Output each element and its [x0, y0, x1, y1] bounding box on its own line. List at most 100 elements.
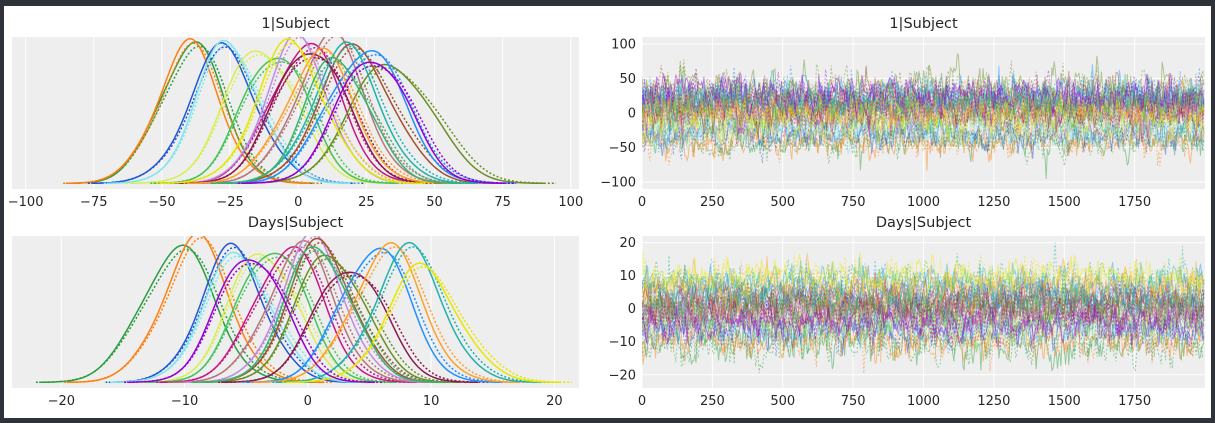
y-tick-label: 0: [628, 302, 636, 317]
kde-curve-subject-14-chain-2: [183, 51, 461, 185]
panel-title: 1|Subject: [889, 16, 958, 32]
kde-panel-intercept: −100 −75 −50 −25 0 25 50 75 100 1|Subject: [8, 16, 583, 210]
x-tick-label: 500: [770, 195, 795, 210]
trace-line-subject-12-chain-1: [642, 88, 1205, 137]
panel-background: [12, 37, 579, 189]
y-tick-label: −50: [609, 141, 636, 156]
x-tick-label: 1750: [1118, 195, 1151, 210]
trace-line-subject-1-chain-1: [642, 318, 1205, 373]
trace-line-subject-11-chain-1: [642, 53, 1205, 129]
trace-line-subject-15-chain-1: [642, 256, 1205, 307]
kde-curve-subject-4-chain-2: [103, 43, 361, 185]
x-tick-label: 100: [558, 195, 583, 210]
kde-curve-subject-12-chain-2: [217, 274, 489, 384]
panel-title: Days|Subject: [876, 215, 972, 231]
trace-line-subject-15-chain-1: [642, 69, 1204, 132]
trace-line-subject-1-chain-2: [642, 315, 1205, 374]
x-tick-label: 1500: [1048, 394, 1081, 409]
trace-line-subject-3-chain-1: [642, 302, 1205, 356]
kde-curve-subject-16-chain-2: [156, 42, 434, 185]
trace-line-subject-16-chain-2: [642, 252, 1205, 311]
trace-line-subject-14-chain-2: [642, 80, 1205, 136]
y-tick-label: −20: [609, 368, 636, 383]
trace-line-subject-16-chain-2: [642, 89, 1205, 141]
kde-curve-subject-13-chain-1: [245, 247, 503, 384]
trace-line-subject-10-chain-1: [642, 279, 1205, 337]
trace-panel-intercept: 0 250 500 750 1000 1250 1500 1750−100−50050100 …: [600, 16, 1205, 210]
trace-line-subject-8-chain-1: [642, 77, 1205, 134]
y-tick-label: 20: [619, 236, 636, 251]
trace-line-subject-15-chain-2: [642, 242, 1205, 308]
kde-curve-subject-8-chain-2: [168, 244, 439, 384]
x-tick-label: 0: [638, 394, 646, 409]
trace-line-subject-6-chain-1: [642, 93, 1205, 140]
x-tick-label: 0: [304, 394, 312, 409]
x-tick-label: −20: [48, 394, 75, 409]
x-tick-label: −50: [148, 195, 175, 210]
kde-curve-subject-15-chain-2: [272, 246, 553, 384]
trace-line-subject-4-chain-1: [642, 299, 1205, 353]
kde-curve-subject-12-chain-1: [178, 53, 443, 185]
trace-line-subject-11-chain-2: [642, 276, 1205, 329]
x-tick-label: 1250: [977, 394, 1010, 409]
trace-line-subject-4-chain-1: [642, 108, 1205, 156]
trace-line-subject-15-chain-2: [642, 75, 1205, 127]
trace-line-subject-5-chain-1: [642, 92, 1205, 150]
trace-line-subject-8-chain-1: [642, 284, 1205, 339]
trace-line-subject-16-chain-1: [642, 252, 1205, 308]
kde-curve-subject-18-chain-2: [237, 65, 516, 185]
trace-line-subject-9-chain-2: [642, 281, 1205, 328]
trace-line-subject-10-chain-2: [642, 279, 1205, 333]
y-tick-label: 10: [619, 269, 636, 284]
kde-curve-subject-13-chain-2: [219, 53, 519, 185]
kde-curve-subject-2-chain-2: [63, 42, 320, 185]
x-tick-label: −25: [216, 195, 243, 210]
x-tick-label: 500: [770, 394, 795, 409]
trace-line-subject-17-chain-2: [642, 275, 1205, 336]
trace-line-subject-18-chain-1: [642, 301, 1205, 346]
kde-curve-subject-17-chain-2: [212, 60, 470, 185]
trace-line-subject-6-chain-2: [642, 292, 1205, 345]
trace-line-subject-14-chain-2: [642, 258, 1205, 315]
trace-line-subject-11-chain-1: [642, 278, 1205, 335]
kde-curve-subject-10-chain-1: [214, 43, 499, 185]
x-tick-label: 50: [426, 195, 443, 210]
kde-curve-subject-16-chain-2: [282, 265, 572, 384]
x-tick-label: 0: [638, 195, 646, 210]
kde-curve-subject-2-chain-2: [63, 236, 335, 384]
trace-line-subject-5-chain-2: [642, 92, 1205, 147]
trace-line-subject-11-chain-2: [642, 59, 1205, 124]
trace-line-subject-13-chain-2: [642, 262, 1205, 319]
trace-line-subject-7-chain-2: [642, 87, 1205, 140]
trace-line-subject-2-chain-2: [642, 315, 1205, 374]
trace-line-subject-8-chain-2: [642, 77, 1205, 133]
trace-line-subject-6-chain-1: [642, 299, 1205, 348]
trace-line-subject-3-chain-2: [642, 104, 1205, 164]
trace-line-subject-2-chain-1: [642, 117, 1205, 171]
x-tick-label: 1000: [907, 394, 940, 409]
kde-curve-subject-7-chain-1: [172, 42, 438, 185]
panel-title: Days|Subject: [248, 215, 344, 231]
trace-line-subject-17-chain-1: [642, 275, 1205, 326]
kde-curve-subject-4-chain-1: [110, 251, 368, 384]
trace-line-subject-7-chain-1: [642, 84, 1205, 143]
kde-curve-subject-18-chain-2: [124, 262, 385, 384]
trace-line-subject-8-chain-2: [642, 283, 1205, 343]
trace-line-subject-13-chain-1: [642, 263, 1205, 318]
trace-line-subject-9-chain-1: [642, 280, 1205, 334]
x-tick-label: 1750: [1118, 394, 1151, 409]
trace-line-subject-9-chain-1: [642, 91, 1205, 141]
trace-line-subject-17-chain-1: [642, 75, 1205, 130]
kde-curve-subject-11-chain-2: [199, 258, 470, 384]
x-tick-label: 25: [358, 195, 375, 210]
trace-line-subject-17-chain-2: [642, 82, 1205, 133]
y-tick-label: 100: [611, 37, 636, 52]
kde-panel-slope: −20 −10 0 10 20 Days|Subject: [12, 215, 579, 409]
trace-line-subject-5-chain-2: [642, 294, 1205, 345]
x-tick-label: 250: [700, 195, 725, 210]
trace-line-subject-1-chain-2: [642, 115, 1204, 167]
trace-line-subject-18-chain-2: [642, 68, 1205, 120]
trace-line-subject-5-chain-1: [642, 294, 1205, 353]
y-tick-label: 0: [628, 107, 636, 122]
kde-curve-subject-7-chain-1: [159, 245, 417, 384]
